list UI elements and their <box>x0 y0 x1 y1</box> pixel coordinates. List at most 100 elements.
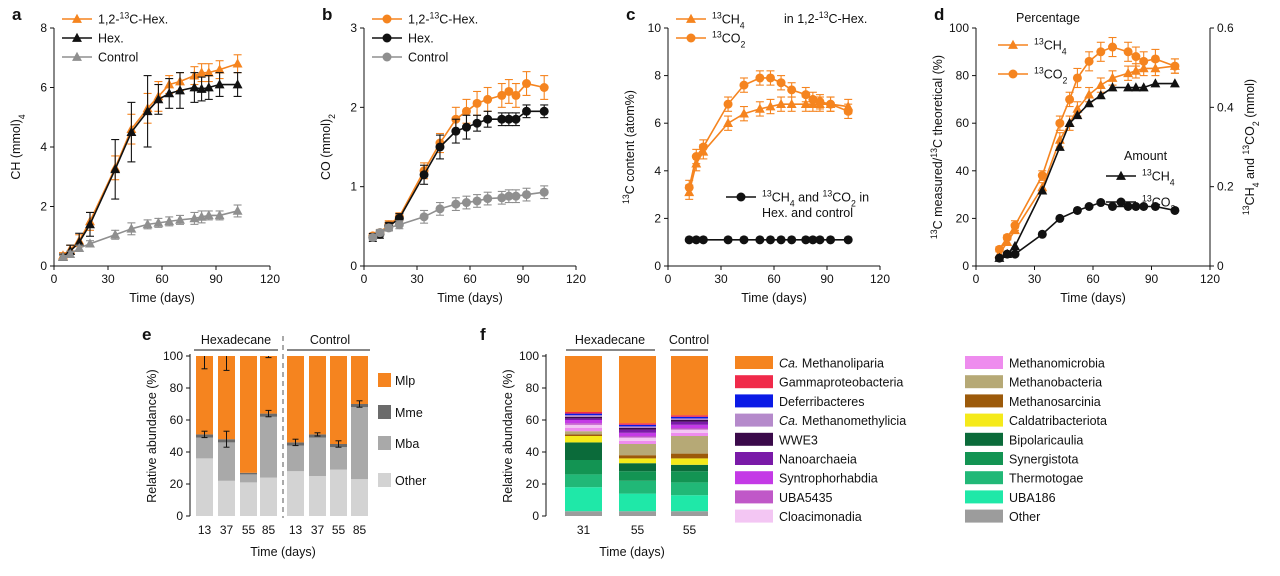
bar-segment-mlp <box>351 356 368 404</box>
data-point <box>85 219 95 229</box>
data-point <box>153 94 164 104</box>
legend-marker <box>736 192 746 202</box>
bar-segment-caldatribacteriota <box>619 458 656 464</box>
bar-segment-mme <box>240 472 257 475</box>
bar-segment-wwe3 <box>671 420 708 422</box>
legend-marker <box>382 14 392 24</box>
data-point <box>1065 94 1075 104</box>
data-point <box>826 99 836 109</box>
data-point <box>1150 202 1160 211</box>
legend-label-mlp: Mlp <box>395 374 415 388</box>
x-tick-label: 55 <box>631 523 645 537</box>
data-point <box>1010 240 1020 251</box>
data-point <box>1107 72 1118 82</box>
legend-title-percentage: Percentage <box>1016 11 1080 25</box>
data-point <box>739 235 749 245</box>
bar-segment-methanobacteria <box>565 431 602 435</box>
data-point <box>723 99 733 109</box>
chart-panel-e: 0 20 40 60 80 100 Relative abundance (%) 13 37 55… <box>145 333 426 559</box>
data-point <box>203 210 214 220</box>
y-tick-label: 40 <box>526 445 540 459</box>
legend-swatch-deferribacteres <box>735 394 773 408</box>
data-point <box>539 83 549 92</box>
data-point <box>522 190 532 200</box>
bar-segment-cloacimonadia <box>619 437 656 441</box>
legend-label-hex: Hex. <box>98 32 124 46</box>
y-tick-label: 20 <box>170 477 184 491</box>
x-axis-label: Time (days) <box>437 291 503 305</box>
legend-label-methanobacteria: Methanobacteria <box>1009 376 1102 390</box>
data-point <box>801 235 811 245</box>
data-point <box>394 220 404 230</box>
data-point <box>189 82 200 92</box>
y-axis-label: 13C measured/13C theoretical (%) <box>929 55 945 239</box>
data-point <box>1130 65 1141 75</box>
y-axis-label: Relative abundance (%) <box>145 369 159 502</box>
data-point <box>698 142 708 152</box>
bar-segment-other <box>671 511 708 516</box>
group-label-control: Control <box>669 333 709 347</box>
bar-segment-bipolaricaulia <box>565 442 602 460</box>
bar-segment-bipolaricaulia <box>671 464 708 472</box>
y-tick-label: 40 <box>170 445 184 459</box>
legend-label-deferribacteres: Deferribacteres <box>779 395 864 409</box>
legend-swatch-cloacimonadia <box>735 509 773 523</box>
x-tick-label: 85 <box>262 523 276 537</box>
legend-marker <box>1008 39 1018 49</box>
legend-swatch-mme <box>378 405 391 419</box>
data-point <box>1072 205 1082 215</box>
data-point <box>435 142 445 152</box>
bar-segment-methanobacteria <box>671 436 708 454</box>
legend-swatch-uba5435 <box>735 490 773 504</box>
bar-segment-caldatribacteriota <box>671 458 708 465</box>
data-point <box>175 85 185 95</box>
series-c-2 <box>684 235 853 245</box>
data-point <box>504 191 514 201</box>
data-point <box>419 170 429 180</box>
x-tick-label: 120 <box>1200 272 1220 286</box>
data-point <box>1095 90 1106 100</box>
data-point <box>1139 56 1149 66</box>
data-point <box>843 235 853 245</box>
data-point <box>801 90 811 100</box>
data-point <box>684 182 694 192</box>
bar-segment-methanobacteria <box>619 444 656 456</box>
data-point <box>483 94 493 104</box>
legend-label-wwe3: WWE3 <box>779 433 818 447</box>
bar-segment-gammaproteobacteria <box>619 423 656 425</box>
group-label-hexadecane: Hexadecane <box>575 333 645 347</box>
y-tick-label: 60 <box>526 413 540 427</box>
bar-segment-uba186 <box>619 493 656 512</box>
bar-segment-thermotogae <box>619 480 656 494</box>
bar-segment-mba <box>240 474 257 483</box>
data-point <box>511 191 521 201</box>
bar-segment-ca-methanoliparia <box>619 356 656 424</box>
data-point <box>1002 249 1012 259</box>
data-point <box>776 78 786 88</box>
data-point <box>698 235 708 245</box>
y-tick-label: 8 <box>654 69 661 83</box>
legend-swatch-other <box>965 509 1003 523</box>
data-point <box>755 235 765 245</box>
data-point <box>214 64 225 74</box>
bar-segment-mba <box>218 442 235 481</box>
x-tick-label: 120 <box>870 272 890 286</box>
data-point <box>723 235 733 245</box>
data-point <box>754 103 765 113</box>
bar-segment-other <box>619 511 656 516</box>
data-point <box>1096 198 1106 208</box>
data-point <box>232 79 243 89</box>
legend-label-caldatribacteriota: Caldatribacteriota <box>1009 414 1107 428</box>
bar-segment-uba5435 <box>671 428 708 430</box>
x-tick-label: 120 <box>566 272 586 286</box>
data-point <box>1169 78 1180 88</box>
legend-swatch-nanoarchaeia <box>735 452 773 465</box>
bar-segment-mba <box>260 416 277 478</box>
data-point <box>1138 82 1149 92</box>
legend-swatch-gammaproteobacteria <box>735 375 773 389</box>
legend-swatch-uba186 <box>965 490 1003 504</box>
bar-segment-methanomicrobia <box>671 432 708 436</box>
data-point <box>815 235 825 245</box>
bar-segment-deferribacteres <box>565 413 602 416</box>
